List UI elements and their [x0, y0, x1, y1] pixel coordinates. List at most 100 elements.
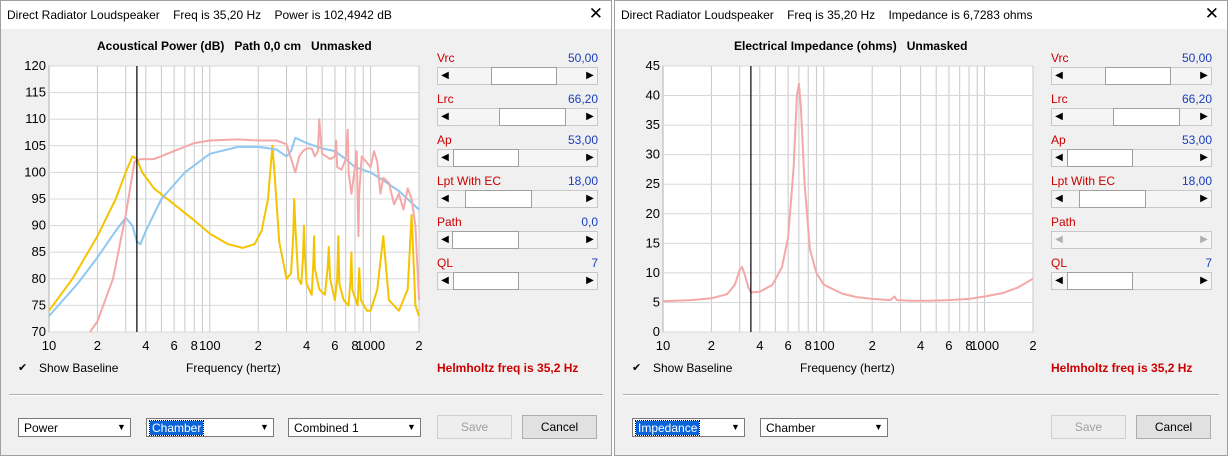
slider-track[interactable]: ◀ ▶: [1051, 149, 1212, 167]
measure-select[interactable]: Power ▼: [18, 418, 131, 437]
cancel-button[interactable]: Cancel: [1136, 415, 1211, 439]
arrow-right-icon[interactable]: ▶: [1200, 70, 1208, 81]
close-icon[interactable]: ✕: [588, 4, 603, 23]
enclosure-select[interactable]: Chamber ▼: [146, 418, 274, 437]
arrow-right-icon[interactable]: ▶: [586, 275, 594, 286]
show-baseline-label[interactable]: Show Baseline: [39, 361, 119, 375]
slider-thumb[interactable]: [1066, 149, 1134, 167]
slider-thumb[interactable]: [499, 108, 566, 126]
arrow-right-icon[interactable]: ▶: [586, 111, 594, 122]
chevron-down-icon[interactable]: ▼: [407, 422, 416, 432]
show-baseline-checkbox[interactable]: ✔: [18, 362, 28, 374]
arrow-right-icon[interactable]: ▶: [1200, 234, 1208, 245]
slider-track[interactable]: ◀ ▶: [437, 108, 598, 126]
slider-label: Vrc: [1051, 51, 1069, 65]
save-button[interactable]: Save: [437, 415, 512, 439]
arrow-right-icon[interactable]: ▶: [586, 152, 594, 163]
slider-track[interactable]: ◀ ▶: [437, 190, 598, 208]
slider-thumb[interactable]: [1066, 272, 1134, 290]
slider-track[interactable]: ◀ ▶: [437, 231, 598, 249]
slider-thumb[interactable]: [452, 231, 519, 249]
chevron-down-icon[interactable]: ▼: [731, 422, 740, 432]
slider-track[interactable]: ◀ ▶: [1051, 231, 1212, 249]
arrow-left-icon[interactable]: ◀: [441, 70, 449, 81]
arrow-left-icon[interactable]: ◀: [441, 152, 449, 163]
chevron-down-icon[interactable]: ▼: [260, 422, 269, 432]
slider-label: Ap: [1051, 133, 1066, 147]
slider-thumb[interactable]: [452, 149, 520, 167]
arrow-left-icon[interactable]: ◀: [1055, 193, 1063, 204]
y-tick-label: 110: [25, 111, 46, 126]
combined-select-value: Combined 1: [294, 421, 359, 435]
y-tick-label: 5: [653, 294, 660, 309]
slider-thumb[interactable]: [452, 272, 520, 290]
arrow-left-icon[interactable]: ◀: [1055, 275, 1063, 286]
x-tick-label: 10: [656, 338, 670, 353]
x-tick-label: 2: [415, 338, 422, 353]
slider-track[interactable]: ◀ ▶: [1051, 108, 1212, 126]
slider-track[interactable]: ◀ ▶: [1051, 67, 1212, 85]
close-icon[interactable]: ✕: [1204, 4, 1219, 23]
slider-value: 7: [591, 256, 598, 270]
arrow-right-icon[interactable]: ▶: [1200, 152, 1208, 163]
show-baseline-checkbox[interactable]: ✔: [632, 362, 642, 374]
slider-track[interactable]: ◀ ▶: [437, 67, 598, 85]
combined-select[interactable]: Combined 1 ▼: [288, 418, 421, 437]
measure-select-value: Impedance: [634, 420, 701, 436]
y-tick-label: 120: [24, 58, 46, 73]
slider-label: Lpt With EC: [1051, 174, 1116, 188]
arrow-right-icon[interactable]: ▶: [586, 70, 594, 81]
slider-track[interactable]: ◀ ▶: [437, 272, 598, 290]
slider-track[interactable]: ◀ ▶: [1051, 272, 1212, 290]
slider-thumb[interactable]: [1104, 67, 1172, 85]
x-tick-label: 8: [351, 338, 358, 353]
arrow-left-icon[interactable]: ◀: [1055, 70, 1063, 81]
slider-label: QL: [1051, 256, 1068, 270]
slider-label: Vrc: [437, 51, 455, 65]
x-axis-label: Frequency (hertz): [800, 361, 895, 375]
arrow-right-icon[interactable]: ▶: [586, 193, 594, 204]
arrow-right-icon[interactable]: ▶: [586, 234, 594, 245]
x-tick-label: 8: [191, 338, 198, 353]
save-button[interactable]: Save: [1051, 415, 1126, 439]
arrow-right-icon[interactable]: ▶: [1200, 111, 1208, 122]
x-tick-label: 8: [805, 338, 812, 353]
arrow-left-icon[interactable]: ◀: [1055, 152, 1063, 163]
arrow-left-icon[interactable]: ◀: [1055, 234, 1063, 245]
slider-thumb[interactable]: [490, 67, 558, 85]
arrow-left-icon[interactable]: ◀: [441, 193, 449, 204]
x-tick-label: 8: [965, 338, 972, 353]
slider-thumb[interactable]: [465, 190, 532, 208]
cancel-button[interactable]: Cancel: [522, 415, 597, 439]
enclosure-select[interactable]: Chamber ▼: [760, 418, 888, 437]
arrow-left-icon[interactable]: ◀: [441, 111, 449, 122]
series-line-0: [662, 82, 1034, 303]
slider-value: 18,00: [1181, 174, 1212, 188]
arrow-left-icon[interactable]: ◀: [1055, 111, 1063, 122]
arrow-left-icon[interactable]: ◀: [441, 234, 449, 245]
chevron-down-icon[interactable]: ▼: [117, 422, 126, 432]
show-baseline-label[interactable]: Show Baseline: [653, 361, 733, 375]
slider-thumb[interactable]: [1079, 190, 1146, 208]
chevron-down-icon[interactable]: ▼: [874, 422, 883, 432]
slider-track[interactable]: ◀ ▶: [437, 149, 598, 167]
arrow-right-icon[interactable]: ▶: [1200, 193, 1208, 204]
y-tick-label: 115: [25, 85, 46, 100]
slider-track[interactable]: ◀ ▶: [1051, 190, 1212, 208]
y-tick-label: 85: [32, 244, 46, 259]
x-tick-label: 6: [171, 338, 178, 353]
x-tick-label: 4: [756, 338, 763, 353]
y-tick-label: 90: [32, 218, 46, 233]
plot-area: [662, 65, 1034, 333]
measure-select[interactable]: Impedance ▼: [632, 418, 745, 437]
y-tick-label: 0: [653, 324, 660, 339]
x-tick-label: 2: [94, 338, 101, 353]
arrow-right-icon[interactable]: ▶: [1200, 275, 1208, 286]
slider-label: Lrc: [1051, 92, 1068, 106]
y-tick-label: 75: [32, 297, 46, 312]
x-tick-label: 100: [199, 338, 221, 353]
slider-thumb[interactable]: [1113, 108, 1180, 126]
arrow-left-icon[interactable]: ◀: [441, 275, 449, 286]
series-line-2: [89, 118, 420, 333]
